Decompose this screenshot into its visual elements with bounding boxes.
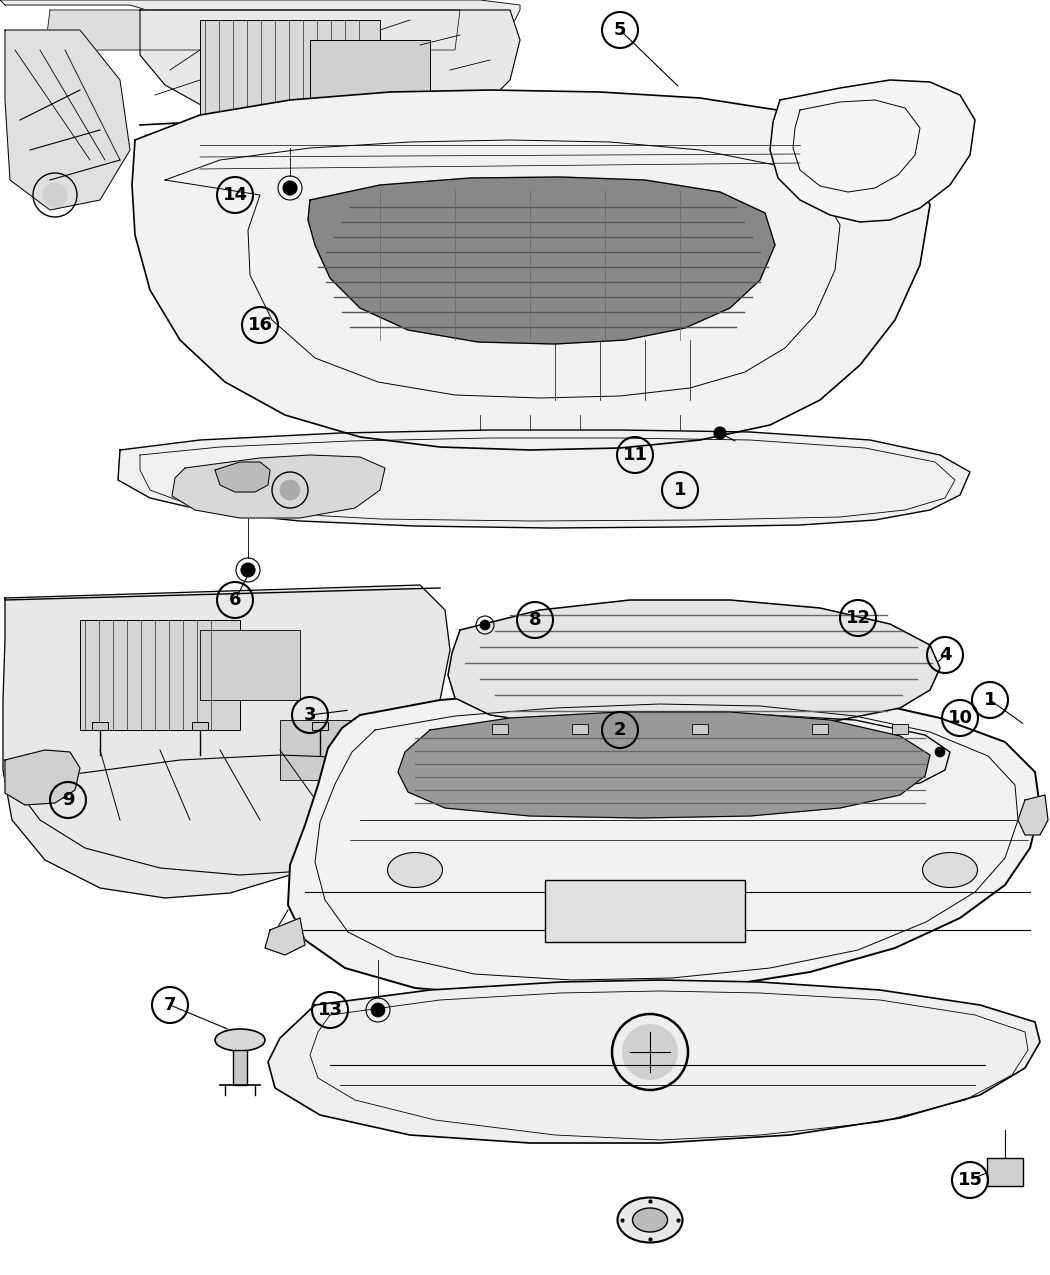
Polygon shape (5, 750, 80, 805)
Bar (572, 724, 588, 734)
Bar (192, 722, 208, 731)
Polygon shape (172, 455, 385, 518)
Text: 16: 16 (248, 316, 273, 334)
Polygon shape (132, 91, 930, 450)
Polygon shape (45, 10, 460, 50)
Bar (200, 20, 380, 120)
Text: 15: 15 (958, 1170, 983, 1190)
Bar (92, 722, 108, 731)
Text: 9: 9 (62, 790, 75, 810)
Polygon shape (440, 714, 950, 799)
Polygon shape (140, 10, 520, 140)
Polygon shape (0, 0, 520, 91)
Circle shape (280, 479, 300, 500)
Circle shape (934, 747, 945, 757)
Bar (892, 724, 908, 734)
Bar (492, 724, 508, 734)
Polygon shape (398, 711, 930, 819)
Polygon shape (3, 585, 450, 898)
Text: 12: 12 (845, 609, 870, 627)
Text: 13: 13 (317, 1001, 342, 1019)
Polygon shape (1018, 796, 1048, 835)
Bar (812, 724, 828, 734)
Text: 4: 4 (939, 646, 951, 664)
Polygon shape (448, 601, 940, 731)
Bar (312, 722, 328, 731)
Polygon shape (118, 430, 970, 528)
Bar (233, 1051, 247, 1085)
Polygon shape (308, 177, 775, 344)
Polygon shape (770, 80, 975, 222)
Ellipse shape (617, 1197, 682, 1243)
Circle shape (284, 181, 297, 195)
Text: 2: 2 (614, 720, 626, 739)
Text: 1: 1 (674, 481, 687, 499)
Bar (692, 724, 708, 734)
Circle shape (480, 620, 490, 630)
Bar (280, 720, 360, 780)
Bar (545, 880, 746, 942)
Ellipse shape (923, 853, 978, 887)
Text: 3: 3 (303, 706, 316, 724)
Text: 6: 6 (229, 592, 242, 609)
Polygon shape (215, 462, 270, 492)
Ellipse shape (632, 1207, 668, 1232)
Text: 14: 14 (223, 186, 248, 204)
Polygon shape (265, 918, 304, 955)
Polygon shape (268, 980, 1040, 1142)
Circle shape (242, 564, 255, 578)
Text: 7: 7 (164, 996, 176, 1014)
Text: 1: 1 (984, 691, 996, 709)
Circle shape (371, 1003, 385, 1017)
Ellipse shape (215, 1029, 265, 1051)
Bar (80, 620, 240, 731)
Ellipse shape (387, 853, 442, 887)
Circle shape (622, 1024, 678, 1080)
Text: 5: 5 (614, 20, 626, 40)
Text: 8: 8 (529, 611, 542, 629)
Circle shape (714, 427, 726, 439)
Bar (987, 1158, 1023, 1186)
Text: 11: 11 (623, 446, 648, 464)
Polygon shape (288, 688, 1040, 996)
Bar (310, 40, 430, 120)
Polygon shape (5, 31, 130, 210)
Text: 10: 10 (947, 709, 972, 727)
Bar (200, 630, 300, 700)
Circle shape (43, 184, 67, 207)
